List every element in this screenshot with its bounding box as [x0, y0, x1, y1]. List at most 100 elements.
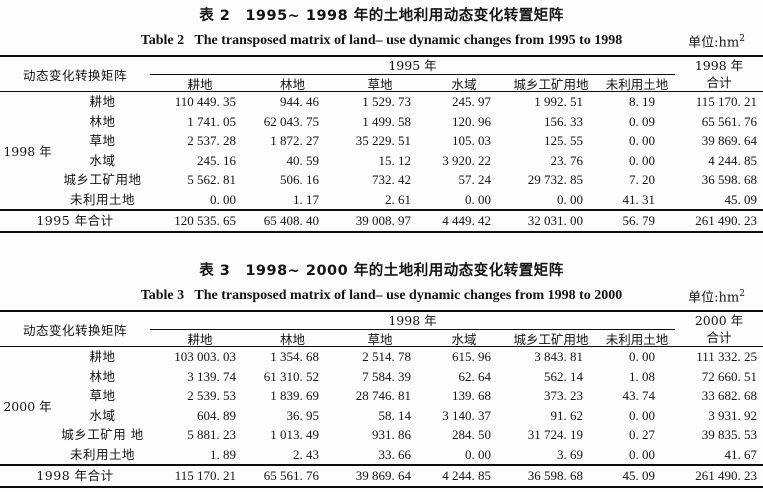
- cell: 0. 00: [629, 407, 655, 423]
- cell: 562. 14: [544, 368, 583, 384]
- total-row-label: 1995 年合计: [36, 213, 114, 228]
- cell: 0. 00: [210, 191, 236, 207]
- column-headers: 耕地 林地 草地 水域 城乡工矿用地 未利用土地: [150, 329, 675, 347]
- table-3-unit-label: 单位:hm2: [688, 282, 745, 310]
- table-2-caption-en: Table 2 The transposed matrix of land– u…: [140, 33, 623, 48]
- cell: 5 562. 81: [187, 172, 236, 187]
- total-col-header: 2000 年合计: [675, 312, 763, 346]
- total-cell: 65 408. 40: [263, 213, 319, 228]
- col-header-6: 未利用土地: [605, 332, 669, 347]
- period-header-group: 1995 年耕地 林地 草地 水域 城乡工矿用地 未利用土地: [150, 57, 675, 92]
- table-header: 动态变化转换矩阵 1995 年耕地 林地 草地 水域 城乡工矿用地 未利用土地 1998 年合…: [0, 57, 763, 92]
- table-3-caption-cn: 表 3 1998~ 2000 年的土地利用动态变化转置矩阵: [199, 263, 564, 279]
- cell: 0. 00: [465, 446, 491, 462]
- unit-exponent: 2: [739, 289, 745, 299]
- total-cell: 56. 79: [622, 213, 656, 228]
- row-label: 林地: [89, 113, 116, 129]
- total-cell: 4 244. 85: [442, 468, 491, 483]
- cell: 3 920. 22: [442, 152, 491, 168]
- total-cell: 4 449. 42: [442, 213, 491, 228]
- cell: 0. 00: [629, 133, 655, 148]
- cell: 931. 86: [372, 427, 411, 442]
- cell: 0. 00: [629, 446, 655, 462]
- cell: 103 003. 03: [174, 349, 236, 364]
- row-label: 水域: [89, 407, 116, 423]
- table-2-caption-cn: 表 2 1995~ 1998 年的土地利用动态变化转置矩阵: [199, 8, 564, 24]
- cell: 62. 64: [458, 368, 492, 384]
- cell: 91. 62: [550, 407, 584, 423]
- column-headers: 耕地 林地 草地 水域 城乡工矿用地 未利用土地: [150, 74, 675, 92]
- cell: 28 746. 81: [355, 388, 411, 403]
- col-header-3: 草地: [367, 77, 393, 92]
- total-row-label: 1998 年合计: [36, 468, 114, 483]
- table-row: 城乡工矿用地 5 562. 81 506. 16 732. 42 57. 24 29 73…: [0, 170, 763, 190]
- cell: 0. 00: [629, 152, 655, 168]
- total-col-label: 合计: [706, 330, 732, 345]
- table-row: 水域 604. 89 36. 95 58. 14 3 140. 37 91. 62 0. 0…: [0, 406, 763, 426]
- cell: 39 869. 64: [701, 133, 757, 148]
- cell: 120. 96: [452, 113, 491, 129]
- cell: 7 584. 39: [362, 368, 411, 384]
- cell: 7. 20: [629, 172, 655, 187]
- table-row: 未利用土地 0. 00 1. 17 2. 61 0. 00 0. 00 41. 31 45. …: [0, 190, 763, 210]
- cell: 29 732. 85: [527, 172, 583, 187]
- table-row: 草地 2 537. 28 1 872. 27 35 229. 51 105. 03 125…: [0, 131, 763, 151]
- cell: 2 539. 53: [187, 388, 236, 403]
- cell: 15. 12: [378, 152, 412, 168]
- total-col-year: 2000 年: [694, 313, 744, 328]
- cell: 35 229. 51: [355, 133, 411, 148]
- col-header-4: 水域: [451, 77, 477, 92]
- corner-header: 动态变化转换矩阵: [22, 322, 127, 338]
- cell: 3 843. 81: [534, 349, 583, 364]
- cell: 31 724. 19: [527, 427, 583, 442]
- row-label: 耕地: [89, 94, 116, 109]
- unit-exponent: 2: [739, 34, 745, 44]
- cell: 2 514. 78: [362, 349, 411, 364]
- cell: 373. 23: [544, 388, 583, 403]
- total-cell: 32 031. 00: [527, 213, 583, 228]
- cell: 1. 08: [629, 368, 655, 384]
- cell: 1 839. 69: [270, 388, 319, 403]
- total-cell: 65 561. 76: [263, 468, 319, 483]
- cell: 33 682. 68: [701, 388, 757, 403]
- total-row: 1995 年合计 120 535. 65 65 408. 40 39 008. 97 4…: [0, 211, 763, 231]
- table-row: 耕地 110 449. 35 944. 46 1 529. 73 245. 97 1 99…: [0, 92, 763, 112]
- cell: 1 992. 51: [534, 94, 583, 109]
- period-year-label: 1998 年: [388, 313, 437, 328]
- col-header-5: 城乡工矿用地: [513, 77, 589, 92]
- cell: 3 931. 92: [708, 407, 757, 423]
- cell: 245. 97: [452, 94, 491, 109]
- cell: 1 354. 68: [270, 349, 319, 364]
- col-header-3: 草地: [367, 332, 393, 347]
- table-3-caption-en: Table 3 The transposed matrix of land– u…: [140, 288, 623, 303]
- unit-text: 单位:hm: [688, 35, 740, 51]
- cell: 62 043. 75: [263, 113, 319, 129]
- cell: 245. 16: [197, 152, 236, 168]
- col-header-1: 耕地: [187, 332, 213, 347]
- cell: 58. 14: [378, 407, 412, 423]
- row-label: 草地: [89, 133, 116, 148]
- cell: 1. 89: [210, 446, 236, 462]
- table-3-matrix: 动态变化转换矩阵 1998 年耕地 林地 草地 水域 城乡工矿用地 未利用土地 2000 年合…: [0, 310, 763, 488]
- col-header-4: 水域: [451, 332, 477, 347]
- cell: 39 835. 53: [701, 427, 757, 442]
- cell: 0. 27: [629, 427, 655, 442]
- row-group-label: 2000 年: [3, 399, 52, 414]
- total-col-year: 1998 年: [694, 58, 744, 73]
- table-2-unit-label: 单位:hm2: [688, 27, 745, 55]
- cell: 72 660. 51: [701, 368, 757, 384]
- period-year-label: 1995 年: [388, 58, 437, 73]
- table-3-block: 表 3 1998~ 2000 年的土地利用动态变化转置矩阵 Table 3 Th…: [0, 260, 763, 488]
- cell: 115 170. 21: [695, 94, 757, 109]
- total-cell: 261 490. 23: [695, 468, 757, 483]
- period-header-group: 1998 年耕地 林地 草地 水域 城乡工矿用地 未利用土地: [150, 312, 675, 347]
- table-body: 1998 年 耕地 110 449. 35 944. 46 1 529. 73 245. …: [0, 92, 763, 211]
- total-cell: 261 490. 23: [695, 213, 757, 228]
- cell: 65 561. 76: [701, 113, 757, 129]
- cell: 111 332. 25: [696, 349, 757, 364]
- cell: 40. 59: [286, 152, 320, 168]
- cell: 0. 00: [629, 349, 655, 364]
- cell: 0. 00: [465, 191, 491, 207]
- table-row: 水域 245. 16 40. 59 15. 12 3 920. 22 23. 76 0. 0…: [0, 151, 763, 171]
- total-cell: 120 535. 65: [174, 213, 236, 228]
